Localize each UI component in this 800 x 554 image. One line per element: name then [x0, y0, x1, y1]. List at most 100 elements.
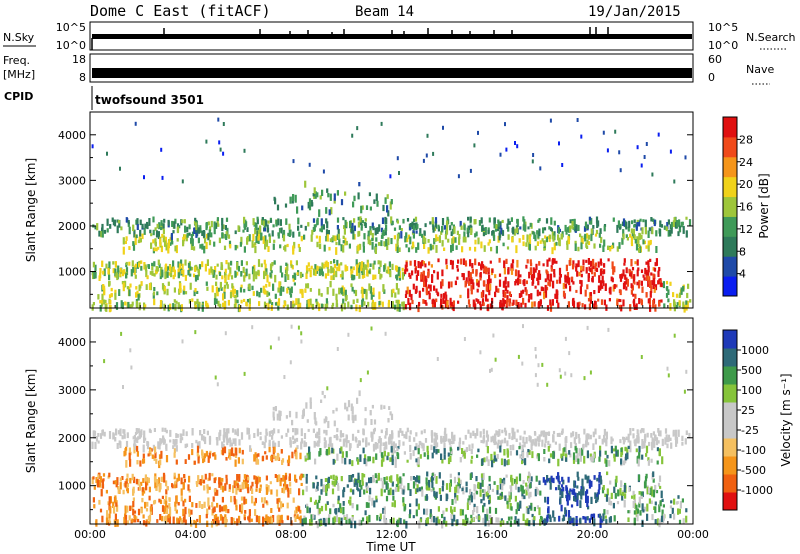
range-gate-cell — [643, 277, 646, 281]
range-gate-cell — [485, 294, 488, 302]
range-gate-cell — [424, 223, 427, 228]
range-gate-cell — [342, 489, 345, 498]
range-gate-cell — [488, 289, 491, 296]
range-gate-cell — [516, 144, 519, 149]
power-colorbar-swatch — [723, 216, 737, 237]
range-gate-cell — [196, 518, 199, 522]
range-gate-cell — [547, 281, 550, 286]
range-gate-cell — [440, 453, 443, 460]
range-gate-cell — [312, 193, 315, 197]
range-gate-cell — [536, 382, 539, 387]
range-gate-cell — [114, 480, 117, 485]
range-gate-cell — [473, 506, 476, 513]
range-gate-cell — [178, 518, 181, 525]
range-gate-cell — [633, 219, 636, 223]
range-gate-cell — [520, 290, 523, 298]
range-gate-cell — [475, 515, 478, 519]
range-gate-cell — [556, 294, 559, 300]
range-gate-cell — [475, 298, 478, 302]
range-gate-cell — [417, 475, 420, 481]
range-gate-cell — [134, 237, 137, 245]
range-gate-cell — [356, 478, 359, 485]
range-gate-cell — [423, 508, 426, 515]
range-gate-cell — [588, 485, 592, 489]
velocity-colorbar-swatch — [723, 456, 737, 475]
range-gate-cell — [230, 517, 233, 525]
range-gate-cell — [132, 501, 135, 508]
range-gate-cell — [409, 509, 412, 515]
range-gate-cell — [569, 285, 572, 292]
range-gate-cell — [584, 475, 587, 480]
range-gate-cell — [433, 227, 437, 232]
range-gate-cell — [240, 284, 243, 288]
range-gate-cell — [654, 506, 657, 514]
range-gate-cell — [407, 297, 410, 306]
range-gate-cell — [444, 300, 447, 308]
range-gate-cell — [480, 291, 483, 298]
range-gate-cell — [479, 304, 482, 311]
range-gate-cell — [673, 179, 676, 184]
range-gate-cell — [243, 275, 246, 282]
range-gate-cell — [147, 477, 150, 483]
range-gate-cell — [328, 209, 331, 216]
range-gate-cell — [165, 515, 168, 524]
range-gate-cell — [667, 373, 670, 378]
range-gate-cell — [486, 508, 489, 515]
range-gate-cell — [516, 218, 519, 227]
range-gate-cell — [284, 244, 287, 252]
range-gate-cell — [635, 224, 638, 231]
range-gate-cell — [364, 218, 367, 222]
range-gate-cell — [234, 438, 237, 447]
range-gate-cell — [475, 231, 478, 237]
range-gate-cell — [125, 267, 129, 275]
range-gate-cell — [179, 285, 182, 293]
range-gate-cell — [544, 435, 547, 444]
range-gate-cell — [323, 437, 326, 442]
range-gate-cell — [421, 233, 424, 238]
range-gate-cell — [678, 219, 681, 227]
range-gate-cell — [161, 505, 165, 512]
range-gate-cell — [492, 230, 495, 238]
range-gate-cell — [396, 447, 399, 451]
range-gate-cell — [176, 226, 179, 234]
range-gate-cell — [305, 455, 308, 459]
range-gate-cell — [327, 230, 330, 235]
range-gate-cell — [277, 232, 280, 237]
range-gate-cell — [538, 218, 541, 222]
range-gate-cell — [544, 235, 547, 239]
range-gate-cell — [414, 488, 418, 494]
range-gate-cell — [126, 478, 129, 482]
range-gate-cell — [326, 262, 330, 268]
range-gate-cell — [656, 460, 659, 465]
range-gate-cell — [174, 480, 177, 485]
range-gate-cell — [640, 163, 643, 168]
range-gate-cell — [347, 414, 350, 421]
range-gate-cell — [290, 324, 293, 329]
nsky-tick-top: 10^5 — [56, 21, 86, 34]
range-gate-cell — [592, 513, 596, 519]
range-gate-cell — [473, 143, 476, 148]
range-gate-cell — [280, 227, 283, 234]
range-gate-cell — [594, 438, 597, 445]
range-gate-cell — [391, 502, 394, 507]
range-gate-cell — [443, 247, 446, 251]
range-gate-cell — [318, 303, 321, 312]
range-gate-cell — [363, 458, 366, 465]
range-gate-cell — [464, 434, 467, 440]
range-gate-cell — [488, 475, 491, 482]
range-gate-cell — [286, 487, 289, 492]
range-gate-cell — [411, 299, 414, 305]
range-gate-cell — [535, 263, 538, 271]
range-gate-cell — [236, 480, 239, 486]
range-gate-cell — [570, 432, 573, 438]
range-gate-cell — [641, 503, 644, 511]
range-gate-cell — [194, 330, 197, 335]
range-gate-cell — [633, 517, 636, 526]
range-gate-cell — [463, 337, 466, 341]
range-gate-cell — [314, 458, 317, 465]
range-gate-cell — [392, 495, 395, 501]
range-gate-cell — [351, 433, 355, 441]
range-gate-cell — [256, 477, 259, 485]
range-gate-cell — [525, 437, 528, 444]
range-gate-cell — [375, 480, 378, 484]
